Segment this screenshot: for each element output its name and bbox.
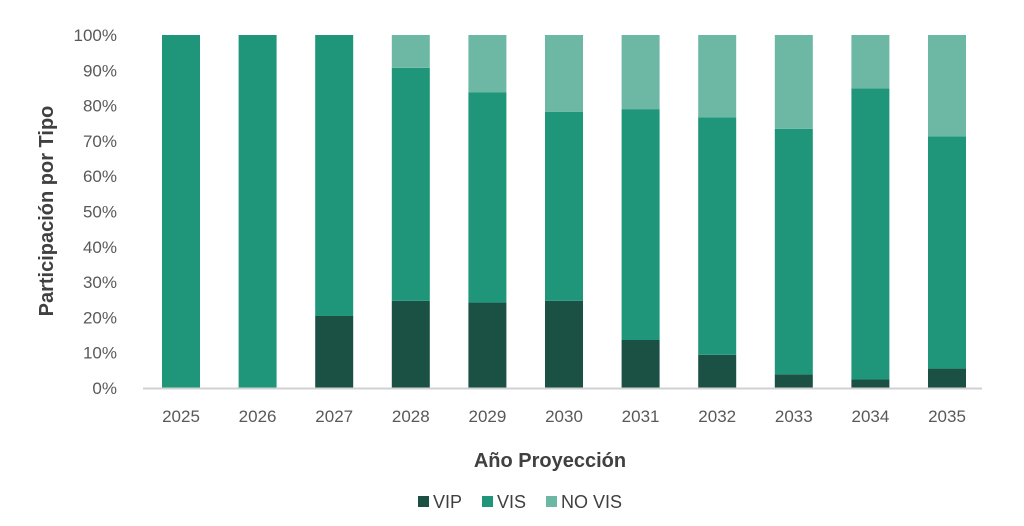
bar-segment-vis	[774, 128, 813, 375]
y-tick-label: 90%	[83, 61, 117, 80]
x-tick-label: 2030	[545, 407, 583, 426]
bar-stack-2028	[391, 35, 430, 388]
x-axis-ticks: 2025 2026 2027 2028 2029 2030 2031 2032 2033 2034…	[162, 407, 966, 426]
bar-segment-vis	[928, 136, 966, 369]
bar-segment-vis	[468, 92, 507, 303]
bar-segment-vip	[468, 302, 507, 388]
x-tick-label: 2029	[468, 407, 506, 426]
bar-stack-2032	[698, 35, 737, 388]
bar-stack-2029	[468, 35, 507, 388]
y-tick-label: 100%	[74, 26, 117, 45]
bar-segment-vip	[391, 300, 430, 388]
legend-label: NO VIS	[561, 492, 622, 512]
bar-segment-vis	[315, 35, 354, 316]
bar-segment-vip	[621, 339, 660, 388]
y-tick-label: 10%	[83, 344, 117, 363]
legend-item-vis: VIS	[482, 492, 526, 512]
bar-segment-vip	[545, 300, 583, 388]
y-axis-title: Participación por Tipo	[36, 106, 58, 317]
y-axis-ticks: 0% 10% 20% 30% 40% 50% 60% 70% 80% 90% 100%	[74, 26, 117, 398]
bar-segment-no-vis	[621, 35, 660, 110]
bar-segment-vis	[621, 109, 660, 340]
x-tick-label: 2032	[698, 407, 736, 426]
x-tick-label: 2025	[162, 407, 200, 426]
y-tick-label: 60%	[83, 167, 117, 186]
bar-segment-no-vis	[545, 35, 583, 112]
bar-stack-2031	[621, 35, 660, 388]
y-tick-label: 30%	[83, 273, 117, 292]
x-tick-label: 2034	[851, 407, 889, 426]
bars	[162, 35, 966, 388]
legend-label: VIP	[433, 492, 462, 512]
y-tick-label: 80%	[83, 97, 117, 116]
bar-stack-2027	[315, 35, 354, 388]
bar-segment-vip	[774, 374, 813, 388]
bar-segment-vip	[851, 379, 890, 388]
bar-segment-no-vis	[698, 35, 737, 118]
bar-segment-vip	[928, 368, 966, 388]
x-tick-label: 2035	[928, 407, 966, 426]
bar-stack-2030	[545, 35, 583, 388]
bar-segment-vis	[545, 111, 583, 301]
y-tick-label: 70%	[83, 132, 117, 151]
bar-stack-2025	[162, 35, 200, 388]
bar-segment-no-vis	[391, 35, 430, 68]
y-tick-label: 0%	[92, 379, 117, 398]
bar-segment-vis	[162, 35, 200, 388]
bar-segment-vis	[851, 88, 890, 380]
y-tick-label: 20%	[83, 308, 117, 327]
bar-segment-vip	[698, 354, 737, 388]
bar-stack-2035	[928, 35, 966, 388]
bar-stack-2026	[238, 35, 277, 388]
x-tick-label: 2026	[239, 407, 277, 426]
x-tick-label: 2033	[775, 407, 813, 426]
bar-segment-no-vis	[851, 35, 890, 89]
bar-segment-vis	[698, 117, 737, 355]
y-tick-label: 40%	[83, 238, 117, 257]
legend-swatch	[418, 496, 429, 507]
x-tick-label: 2031	[622, 407, 660, 426]
bar-stack-2034	[851, 35, 890, 388]
legend-swatch	[546, 496, 557, 507]
x-tick-label: 2028	[392, 407, 430, 426]
x-axis-title: Año Proyección	[474, 450, 626, 472]
bar-segment-vip	[315, 315, 354, 388]
x-tick-label: 2027	[315, 407, 353, 426]
y-tick-label: 50%	[83, 203, 117, 222]
bar-segment-no-vis	[774, 35, 813, 129]
legend-item-no-vis: NO VIS	[546, 492, 622, 512]
legend-swatch	[482, 496, 493, 507]
bar-segment-no-vis	[468, 35, 507, 93]
bar-segment-vis	[238, 35, 277, 388]
bar-segment-vis	[391, 67, 430, 301]
bar-stack-2033	[774, 35, 813, 388]
legend-label: VIS	[497, 492, 526, 512]
legend-item-vip: VIP	[418, 492, 462, 512]
legend: VIP VIS NO VIS	[418, 492, 622, 512]
bar-segment-no-vis	[928, 35, 966, 137]
